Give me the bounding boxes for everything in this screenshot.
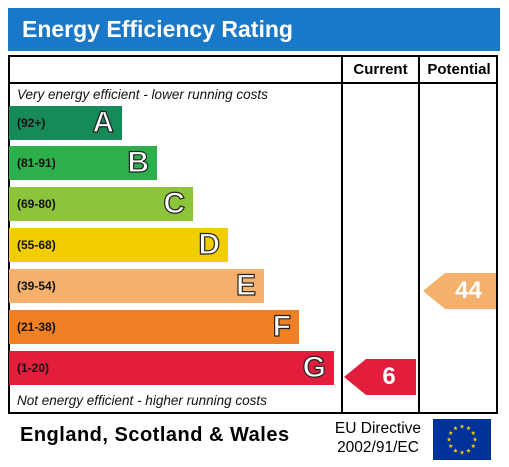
flag-star (448, 430, 454, 435)
band-range: (1-20) (17, 361, 50, 375)
potential-rating-value: 44 (455, 277, 482, 304)
flag-star (448, 443, 454, 448)
flag-star (470, 430, 476, 435)
band-d: (55-68) D (9, 228, 228, 262)
band-a: (92+) A (9, 106, 122, 140)
flag-star (470, 443, 476, 448)
footer-divider (8, 412, 498, 414)
flag-star (472, 437, 478, 442)
band-c: (69-80) C (9, 187, 193, 221)
current-column-divider (341, 55, 343, 414)
band-range: (55-68) (17, 238, 56, 252)
flag-star (466, 448, 471, 453)
flag-star (459, 424, 465, 429)
flag-star (466, 425, 471, 431)
directive-line-1: EU Directive (334, 420, 422, 437)
potential-column-header: Potential (427, 61, 491, 78)
band-letter: G (302, 351, 327, 384)
band-range: (39-54) (17, 279, 56, 293)
top-note: Very energy efficient - lower running co… (17, 87, 268, 102)
band-e: (39-54) E (9, 269, 264, 303)
band-letter: D (198, 228, 221, 261)
potential-column-divider (418, 55, 420, 414)
header-divider (8, 82, 498, 84)
band-letter: C (163, 187, 186, 220)
band-letter: F (272, 310, 292, 343)
band-letter: A (92, 106, 115, 139)
band-f: (21-38) F (9, 310, 299, 344)
flag-star (459, 450, 465, 455)
flag-stars (446, 424, 478, 455)
directive-line-2: 2002/91/EC (337, 439, 419, 456)
bottom-note: Not energy efficient - higher running co… (17, 393, 267, 408)
band-b: (81-91) B (9, 146, 157, 180)
current-rating-value: 6 (382, 363, 396, 390)
flag-star (446, 437, 452, 442)
band-g: (1-20) G (9, 351, 334, 385)
region-label: England, Scotland & Wales (20, 424, 290, 446)
band-letter: E (235, 269, 256, 302)
band-range: (92+) (17, 116, 46, 130)
band-letter: B (127, 146, 150, 179)
flag-star (453, 425, 458, 431)
current-column-header: Current (353, 61, 408, 78)
flag-star (453, 448, 458, 453)
band-range: (21-38) (17, 320, 56, 334)
page-title: Energy Efficiency Rating (8, 8, 500, 51)
band-range: (69-80) (17, 197, 56, 211)
band-range: (81-91) (17, 156, 56, 170)
eu-flag-icon (433, 419, 491, 460)
